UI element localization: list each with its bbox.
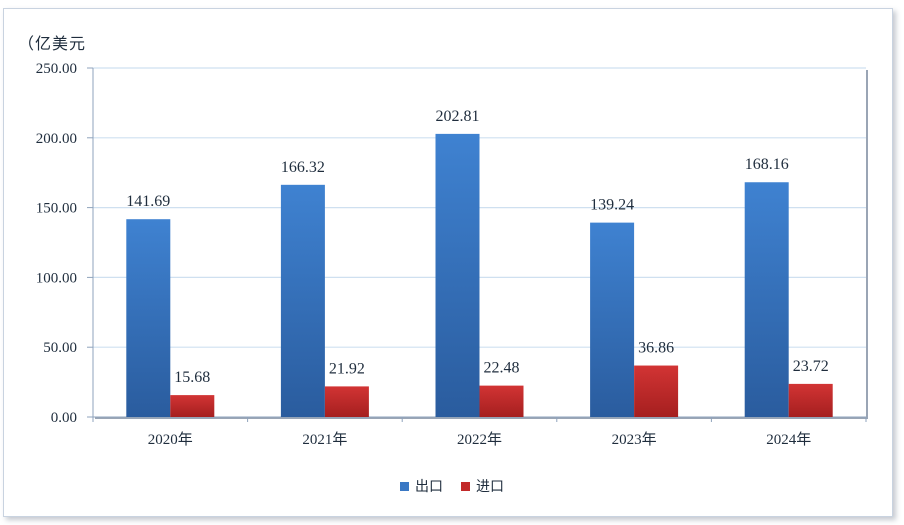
legend-swatch-import: [461, 481, 470, 491]
import-data-label: 15.68: [174, 369, 210, 386]
import-bar-2024年: [788, 383, 833, 417]
y-axis-unit-label: （亿美元: [18, 34, 87, 53]
x-tick-label: 2022年: [457, 431, 502, 448]
y-tick-label: 150.00: [36, 201, 77, 217]
y-tick-label: 250.00: [36, 61, 77, 77]
export-data-label: 139.24: [590, 197, 634, 214]
export-bar-2020年: [126, 219, 171, 417]
y-tick-label: 50.00: [43, 340, 77, 356]
export-data-label: 141.69: [126, 193, 170, 210]
x-tick-label: 2020年: [148, 431, 193, 448]
x-tick-label: 2023年: [612, 431, 657, 448]
legend-item-export: 出口: [400, 476, 443, 496]
x-tick-label: 2024年: [766, 431, 811, 448]
import-data-label: 22.48: [484, 360, 520, 377]
export-data-label: 168.16: [745, 156, 789, 173]
legend-label-export: 出口: [415, 479, 443, 495]
export-bar-2021年: [280, 184, 325, 417]
export-bar-2022年: [435, 133, 480, 417]
import-bar-2020年: [170, 395, 215, 417]
import-bar-2023年: [634, 365, 679, 417]
import-data-label: 21.92: [329, 360, 365, 377]
export-bar-2024年: [744, 182, 789, 417]
import-data-label: 23.72: [793, 358, 829, 375]
export-data-label: 202.81: [436, 108, 480, 125]
y-tick-label: 0.00: [51, 410, 77, 426]
export-bar-2023年: [590, 222, 635, 417]
import-bar-2022年: [479, 385, 524, 417]
legend-swatch-export: [400, 481, 409, 491]
import-data-label: 36.86: [638, 340, 674, 357]
y-tick-label: 200.00: [36, 131, 77, 147]
export-data-label: 166.32: [281, 159, 325, 176]
legend-label-import: 进口: [476, 479, 504, 495]
legend: 出口 进口: [0, 476, 904, 496]
y-tick-label: 100.00: [36, 270, 77, 286]
import-bar-2021年: [324, 386, 369, 417]
x-tick-label: 2021年: [302, 431, 347, 448]
legend-item-import: 进口: [461, 476, 504, 496]
